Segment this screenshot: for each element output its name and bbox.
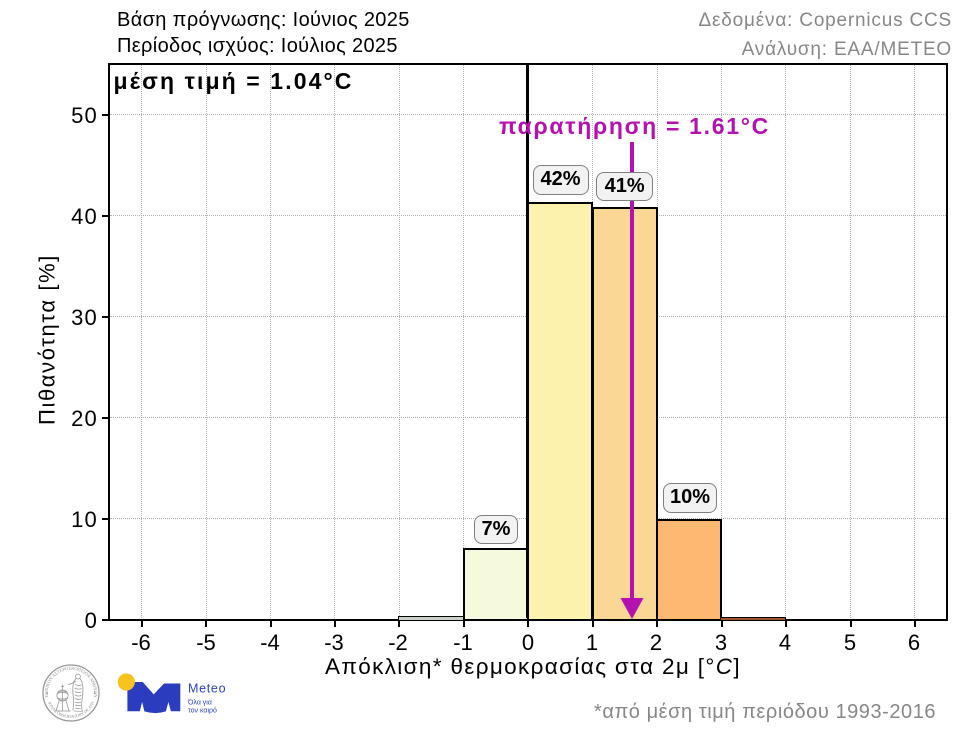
- svg-text:Όλα για: Όλα για: [187, 700, 212, 707]
- svg-text:Meteo: Meteo: [188, 682, 226, 696]
- svg-text:τον καιρό: τον καιρό: [188, 707, 217, 715]
